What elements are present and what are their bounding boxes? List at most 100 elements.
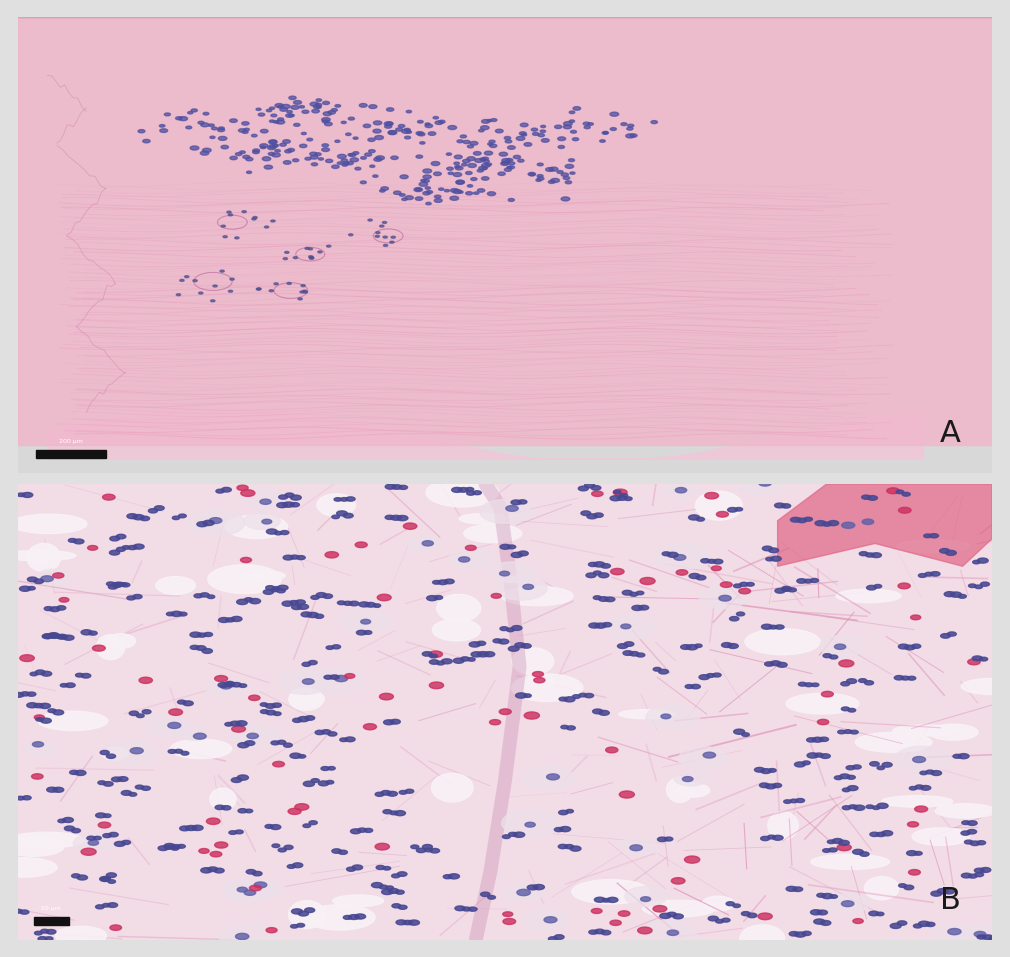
Circle shape: [108, 879, 115, 883]
Circle shape: [852, 849, 864, 855]
Ellipse shape: [332, 895, 384, 906]
Circle shape: [726, 901, 734, 905]
Circle shape: [805, 683, 813, 687]
Circle shape: [584, 126, 590, 128]
Circle shape: [289, 96, 296, 100]
Circle shape: [821, 691, 833, 697]
Circle shape: [240, 490, 255, 497]
Circle shape: [768, 835, 776, 839]
Circle shape: [470, 142, 478, 145]
Circle shape: [863, 519, 874, 524]
Ellipse shape: [619, 709, 676, 719]
Circle shape: [701, 559, 710, 563]
Circle shape: [321, 729, 330, 734]
Circle shape: [390, 811, 398, 814]
Circle shape: [606, 747, 618, 753]
Ellipse shape: [289, 901, 325, 928]
Circle shape: [273, 587, 280, 590]
Ellipse shape: [170, 739, 231, 759]
Circle shape: [466, 191, 473, 195]
Circle shape: [429, 659, 439, 664]
Circle shape: [773, 784, 782, 788]
Circle shape: [70, 770, 79, 774]
Circle shape: [242, 155, 249, 159]
Circle shape: [523, 585, 533, 590]
Circle shape: [275, 149, 281, 152]
Circle shape: [325, 551, 338, 558]
Circle shape: [470, 642, 481, 647]
Circle shape: [279, 495, 288, 500]
Circle shape: [47, 709, 56, 713]
Circle shape: [34, 715, 44, 720]
Circle shape: [766, 557, 774, 561]
Circle shape: [761, 836, 770, 840]
Circle shape: [34, 579, 43, 584]
Circle shape: [53, 788, 64, 792]
Ellipse shape: [210, 788, 236, 810]
Circle shape: [619, 494, 628, 498]
Circle shape: [793, 887, 803, 892]
Circle shape: [587, 514, 597, 519]
Circle shape: [741, 912, 750, 916]
Circle shape: [921, 786, 931, 790]
Circle shape: [625, 886, 668, 906]
Circle shape: [294, 123, 300, 126]
Circle shape: [292, 605, 302, 610]
Circle shape: [817, 720, 829, 724]
Circle shape: [36, 569, 72, 586]
Circle shape: [34, 931, 42, 935]
Circle shape: [495, 575, 547, 600]
Circle shape: [204, 633, 212, 636]
Circle shape: [194, 594, 203, 598]
Circle shape: [668, 552, 678, 557]
Circle shape: [334, 676, 347, 681]
Circle shape: [397, 516, 408, 521]
Circle shape: [486, 163, 492, 166]
Circle shape: [627, 124, 634, 127]
Ellipse shape: [290, 691, 324, 707]
Circle shape: [931, 891, 942, 896]
Circle shape: [19, 587, 30, 591]
Circle shape: [703, 752, 715, 758]
Circle shape: [981, 582, 990, 587]
Circle shape: [121, 840, 130, 844]
Circle shape: [459, 487, 469, 492]
Circle shape: [537, 177, 544, 180]
Circle shape: [38, 937, 47, 941]
Circle shape: [739, 582, 748, 587]
Circle shape: [975, 868, 984, 873]
Circle shape: [498, 172, 505, 175]
Circle shape: [522, 766, 574, 790]
Circle shape: [926, 770, 934, 774]
Circle shape: [579, 693, 587, 697]
Circle shape: [323, 112, 331, 116]
Circle shape: [255, 882, 267, 888]
Circle shape: [383, 866, 391, 870]
Circle shape: [480, 158, 486, 161]
Circle shape: [877, 803, 888, 809]
Circle shape: [464, 141, 470, 144]
Circle shape: [956, 924, 1009, 948]
Circle shape: [909, 787, 917, 790]
Circle shape: [500, 571, 510, 576]
Circle shape: [235, 933, 248, 940]
Circle shape: [282, 104, 290, 108]
Circle shape: [122, 545, 130, 549]
Circle shape: [65, 826, 75, 831]
Circle shape: [807, 753, 818, 758]
Circle shape: [475, 159, 483, 163]
Circle shape: [450, 189, 459, 192]
Circle shape: [591, 908, 602, 914]
Circle shape: [102, 903, 110, 907]
Circle shape: [230, 722, 240, 726]
Circle shape: [613, 489, 627, 496]
Circle shape: [6, 911, 17, 916]
Circle shape: [485, 151, 493, 155]
Circle shape: [295, 600, 305, 605]
Circle shape: [399, 193, 405, 196]
Circle shape: [862, 495, 871, 500]
Circle shape: [499, 152, 507, 156]
Circle shape: [426, 202, 431, 205]
Circle shape: [142, 140, 150, 143]
Circle shape: [203, 112, 209, 115]
